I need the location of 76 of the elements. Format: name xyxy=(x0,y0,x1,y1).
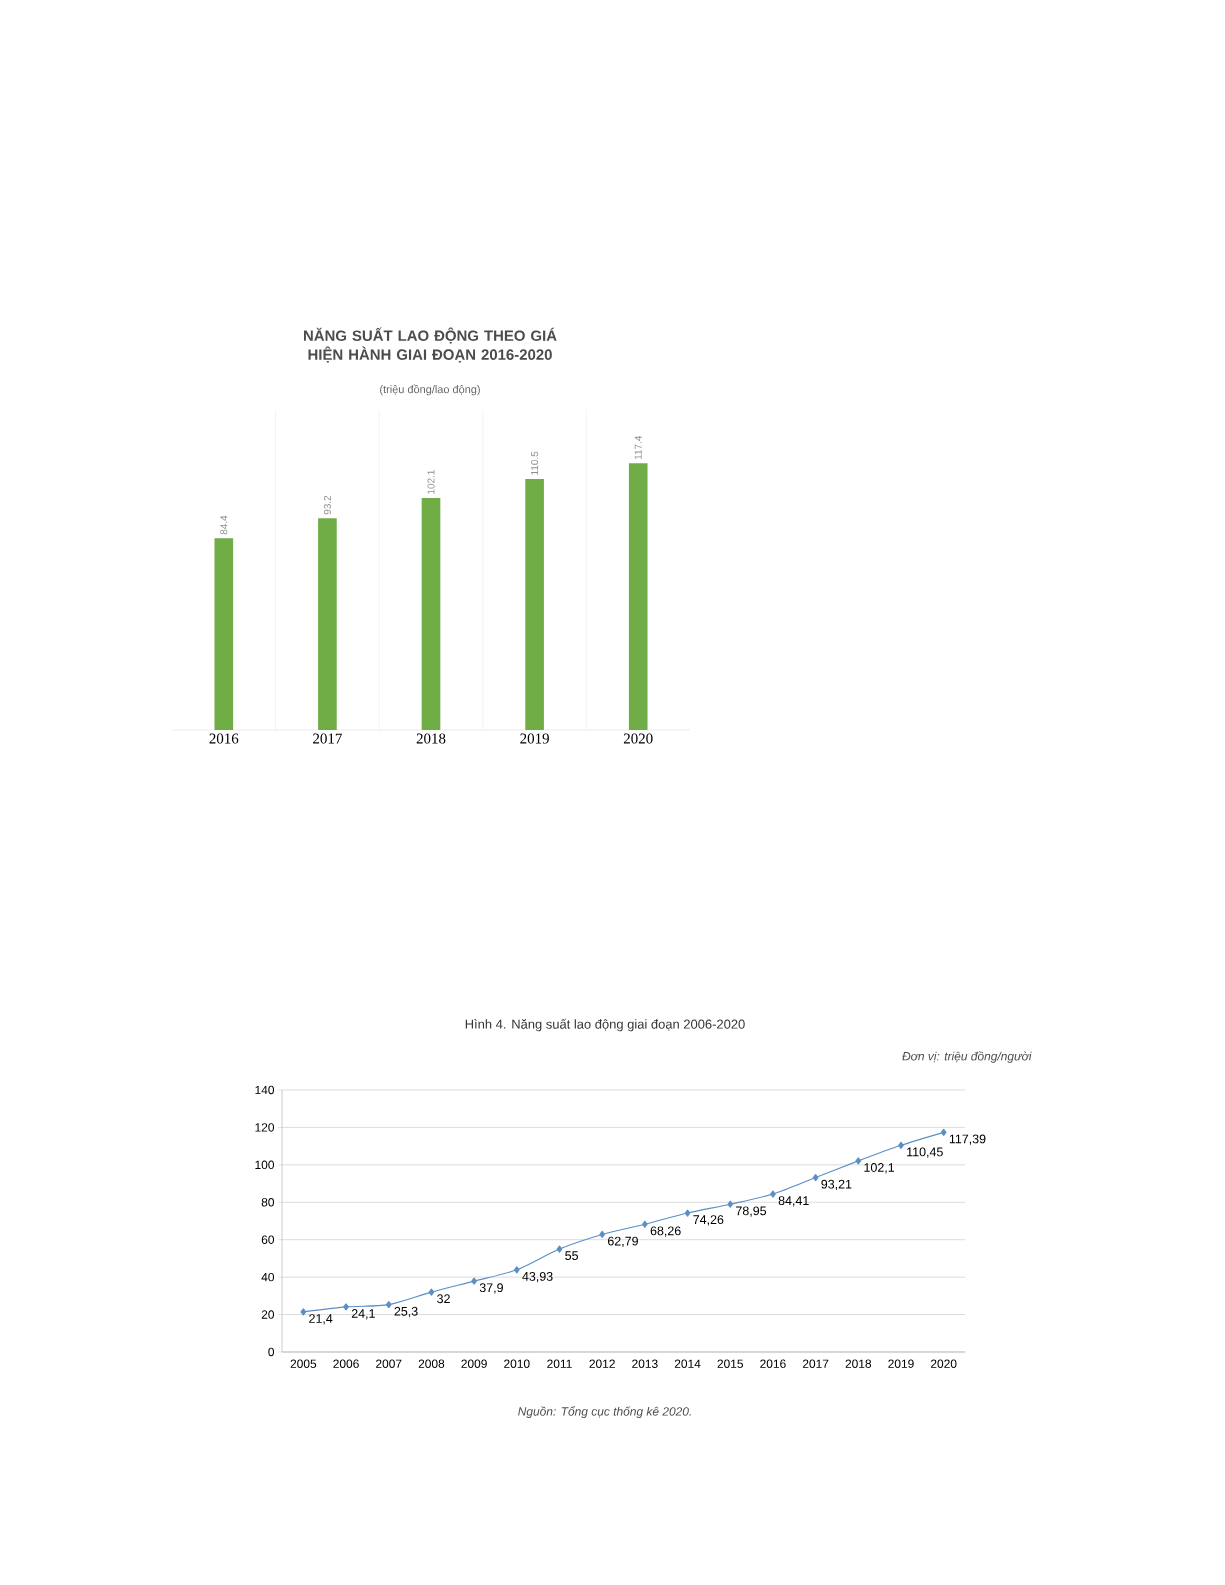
x-tick-label: 2005 xyxy=(290,1359,317,1368)
chart-title: Hình 4. Năng suất lao động giai đoạn 2006-2020 xyxy=(465,1018,745,1032)
point xyxy=(684,1209,691,1217)
data-label: 102,1 xyxy=(864,1163,895,1174)
data-label: 93.2 xyxy=(323,495,331,515)
y-tick-label: 40 xyxy=(261,1272,275,1282)
x-tick-label: 2013 xyxy=(632,1359,658,1368)
data-label: 93,21 xyxy=(821,1179,852,1191)
point xyxy=(428,1288,435,1296)
data-label: 68,26 xyxy=(650,1226,681,1237)
bar xyxy=(525,478,544,730)
point xyxy=(770,1190,776,1198)
x-tick-label: 2017 xyxy=(802,1359,829,1368)
x-tick-label: 2019 xyxy=(520,733,549,744)
y-tick-label: 20 xyxy=(261,1310,275,1319)
x-tick-label: 2012 xyxy=(589,1359,615,1368)
data-label: 84.4 xyxy=(220,515,228,535)
point xyxy=(599,1230,606,1239)
data-label: 110.5 xyxy=(531,451,539,475)
data-label: 32 xyxy=(437,1294,450,1304)
x-tick-label: 2007 xyxy=(376,1359,402,1368)
data-label: 117,39 xyxy=(949,1134,986,1145)
x-tick-label: 2018 xyxy=(416,733,446,744)
bar xyxy=(214,538,234,730)
x-tick-label: 2006 xyxy=(333,1359,359,1368)
y-tick-label: 80 xyxy=(261,1198,275,1207)
point xyxy=(812,1173,819,1182)
point xyxy=(556,1245,563,1253)
point xyxy=(727,1200,734,1208)
x-tick-label: 2008 xyxy=(418,1359,445,1368)
y-tick-label: 0 xyxy=(268,1347,275,1357)
data-label: 25,3 xyxy=(394,1306,418,1318)
point xyxy=(642,1220,648,1228)
point xyxy=(471,1277,477,1285)
data-label: 102.1 xyxy=(427,470,435,494)
data-label: 37,9 xyxy=(479,1283,503,1294)
data-label: 21,4 xyxy=(309,1314,333,1325)
x-tick-label: 2019 xyxy=(888,1359,914,1368)
data-label: 62,79 xyxy=(607,1236,638,1247)
x-tick-label: 2020 xyxy=(930,1359,957,1368)
data-label: 55 xyxy=(565,1251,579,1260)
bar xyxy=(318,518,337,730)
data-label: 117.4 xyxy=(634,435,642,460)
y-tick-label: 100 xyxy=(255,1160,275,1170)
data-label: 74,26 xyxy=(693,1215,724,1226)
y-tick-label: 120 xyxy=(255,1123,275,1132)
data-label: 43,93 xyxy=(522,1271,553,1283)
point xyxy=(343,1303,349,1311)
data-label: 110,45 xyxy=(907,1147,943,1158)
point xyxy=(855,1157,862,1165)
x-tick-label: 2015 xyxy=(717,1359,744,1368)
data-label: 84,41 xyxy=(778,1196,809,1207)
bar xyxy=(628,463,648,730)
x-tick-label: 2010 xyxy=(504,1359,530,1368)
chart-subtitle: Đơn vị: triệu đồng/người xyxy=(902,1051,1032,1063)
y-tick-label: 60 xyxy=(261,1235,275,1244)
x-tick-label: 2016 xyxy=(209,733,239,744)
x-tick-label: 2020 xyxy=(623,733,653,744)
chart-title: NĂNG SUẤT LAO ĐỘNG THEO GIÁ HIỆN HÀNH GIAI ĐOẠN 2016-2020 xyxy=(303,327,557,363)
point xyxy=(300,1308,307,1316)
text: Nguồn: Tổng cục thống kê 2020. xyxy=(518,1405,691,1419)
data-label: 24,1 xyxy=(351,1309,375,1320)
bar xyxy=(421,498,441,730)
y-tick-label: 140 xyxy=(255,1085,275,1095)
chart-subtitle: (triệu đồng/lao động) xyxy=(380,384,480,396)
point xyxy=(385,1301,392,1309)
x-tick-label: 2009 xyxy=(461,1359,487,1368)
data-label: 78,95 xyxy=(736,1206,767,1217)
point xyxy=(513,1266,520,1274)
x-tick-label: 2011 xyxy=(547,1359,572,1368)
point xyxy=(898,1141,904,1149)
x-tick-label: 2017 xyxy=(313,733,342,744)
x-tick-label: 2014 xyxy=(674,1359,701,1368)
x-tick-label: 2018 xyxy=(845,1359,872,1368)
point xyxy=(940,1128,947,1136)
x-tick-label: 2016 xyxy=(760,1359,786,1368)
